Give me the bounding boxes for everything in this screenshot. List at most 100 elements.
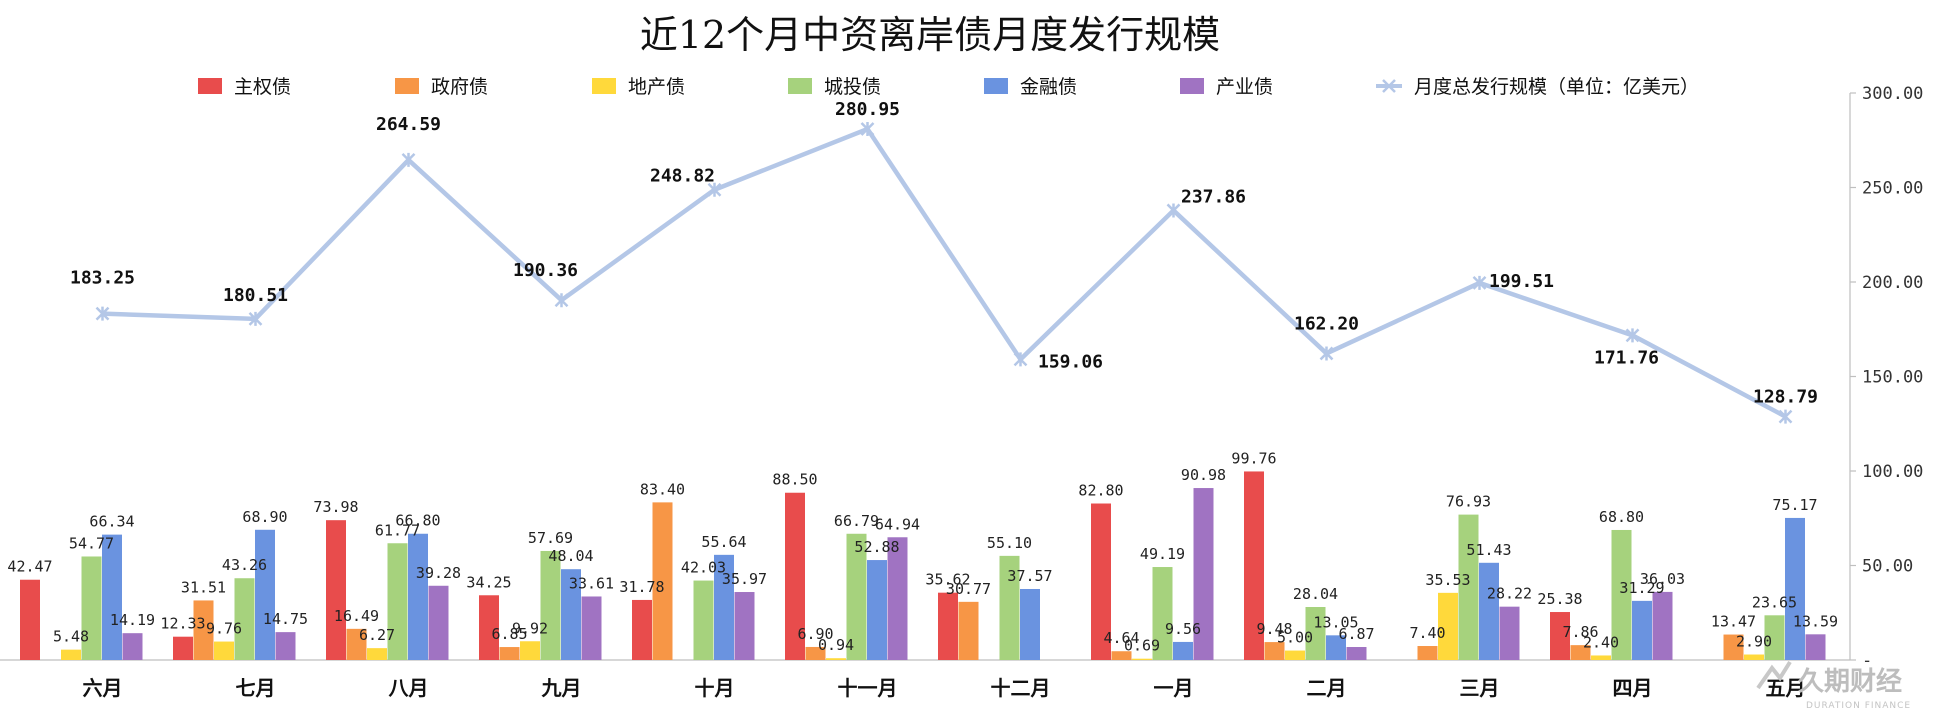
line-point-marker [248,311,263,326]
watermark: 久期财经 DURATION FINANCE [1756,660,1910,711]
bar [1244,471,1264,660]
data-label: 35.53 [1425,571,1470,589]
legend-item-line: 月度总发行规模（单位：亿美元） [1376,76,1699,98]
legend-swatch [984,78,1008,94]
line-data-label: 171.76 [1594,347,1659,368]
bar [326,520,346,660]
bar [428,585,449,660]
bar [1173,641,1193,660]
bar [255,529,275,660]
data-label: 2.40 [1583,633,1619,651]
bar [1570,645,1591,660]
legend-label: 月度总发行规模（单位：亿美元） [1414,76,1699,98]
legend-label: 政府债 [431,76,488,98]
legend-item: 政府债 [395,76,488,98]
watermark-text: 久期财经 [1798,666,1902,697]
line-point-marker [707,182,722,197]
line-point-marker [1778,409,1793,424]
data-label: 6.27 [359,626,395,644]
y-tick-label: 200.00 [1862,273,1923,293]
bar [1438,592,1458,660]
line-data-label: 199.51 [1489,271,1554,292]
data-label: 64.94 [875,515,920,533]
bar [102,534,122,660]
x-tick-label: 一月 [1154,676,1194,700]
bar [1652,591,1673,660]
data-label: 12.33 [160,615,205,633]
x-tick-label: 六月 [83,676,123,700]
line-data-label: 128.79 [1753,387,1818,408]
legend-label: 产业债 [1216,76,1273,98]
legend-item: 城投债 [788,76,881,98]
line-data-label: 159.06 [1038,351,1103,372]
legend-swatch [788,78,812,94]
bar [234,578,255,660]
data-label: 13.59 [1793,612,1838,630]
bar [714,554,734,660]
bar [214,641,234,660]
line-point-marker [1013,352,1028,367]
data-label: 31.78 [619,578,664,596]
line-data-label: 280.95 [835,99,900,120]
bar [367,648,387,660]
bar [193,600,214,660]
legend-label: 金融债 [1020,76,1077,98]
data-label: 9.48 [1256,620,1292,638]
bar [81,556,102,660]
data-label: 5.48 [53,628,89,646]
bar [867,560,887,660]
data-label: 16.49 [334,607,379,625]
data-label: 7.40 [1409,624,1445,642]
data-label: 51.43 [1466,541,1511,559]
data-label: 35.97 [722,570,767,588]
legend-item: 产业债 [1180,76,1273,98]
bar [581,596,602,660]
data-label: 6.85 [491,625,527,643]
bar [1550,612,1570,660]
data-label: 90.98 [1181,466,1226,484]
data-label: 55.64 [701,533,746,551]
y-tick-label: - [1862,651,1872,671]
data-label: 28.04 [1293,585,1338,603]
bar [1305,607,1326,660]
data-label: 75.17 [1772,496,1817,514]
bar [540,550,561,660]
line-data-label: 248.82 [650,166,715,187]
line-point-marker [1472,275,1487,290]
x-tick-label: 九月 [541,676,582,700]
data-label: 82.80 [1078,482,1123,500]
data-label: 66.34 [89,513,134,531]
bar [1132,658,1152,660]
data-label: 49.19 [1140,545,1185,563]
bar [1020,588,1040,660]
x-tick-label: 十一月 [838,676,898,700]
data-label: 7.86 [1562,623,1598,641]
y-tick-label: 100.00 [1862,462,1923,482]
line-point-marker [554,293,569,308]
x-axis: 六月 七月 八月 九月 十月 十一月 十二月 一月 二月 三月 四月 五月 [0,659,1850,700]
data-label: 13.47 [1711,613,1756,631]
bar [887,537,908,660]
legend-swatch [592,78,616,94]
legend-swatch [198,78,222,94]
bar [122,633,143,660]
legend-label: 地产债 [628,76,685,98]
data-label: 48.04 [548,547,593,565]
legend-item: 地产债 [592,76,685,98]
data-label: 35.62 [925,571,970,589]
bar [1417,646,1438,660]
bar-labels-group: 42.47 5.48 54.77 66.34 14.19 12.33 31.51 9.76 43… [7,449,1838,654]
data-label: 55.10 [987,534,1032,552]
line-data-label: 162.20 [1294,313,1359,334]
line-data-label: 190.36 [513,260,578,281]
line-point-marker [860,122,875,137]
data-label: 9.92 [512,619,548,637]
line-point-marker [1166,203,1181,218]
data-label: 36.03 [1640,570,1685,588]
bar [846,533,867,660]
bar [826,658,846,660]
bar [1285,650,1305,660]
data-label: 99.76 [1231,449,1276,467]
data-label: 28.22 [1487,585,1532,603]
x-tick-label: 十二月 [991,676,1051,700]
